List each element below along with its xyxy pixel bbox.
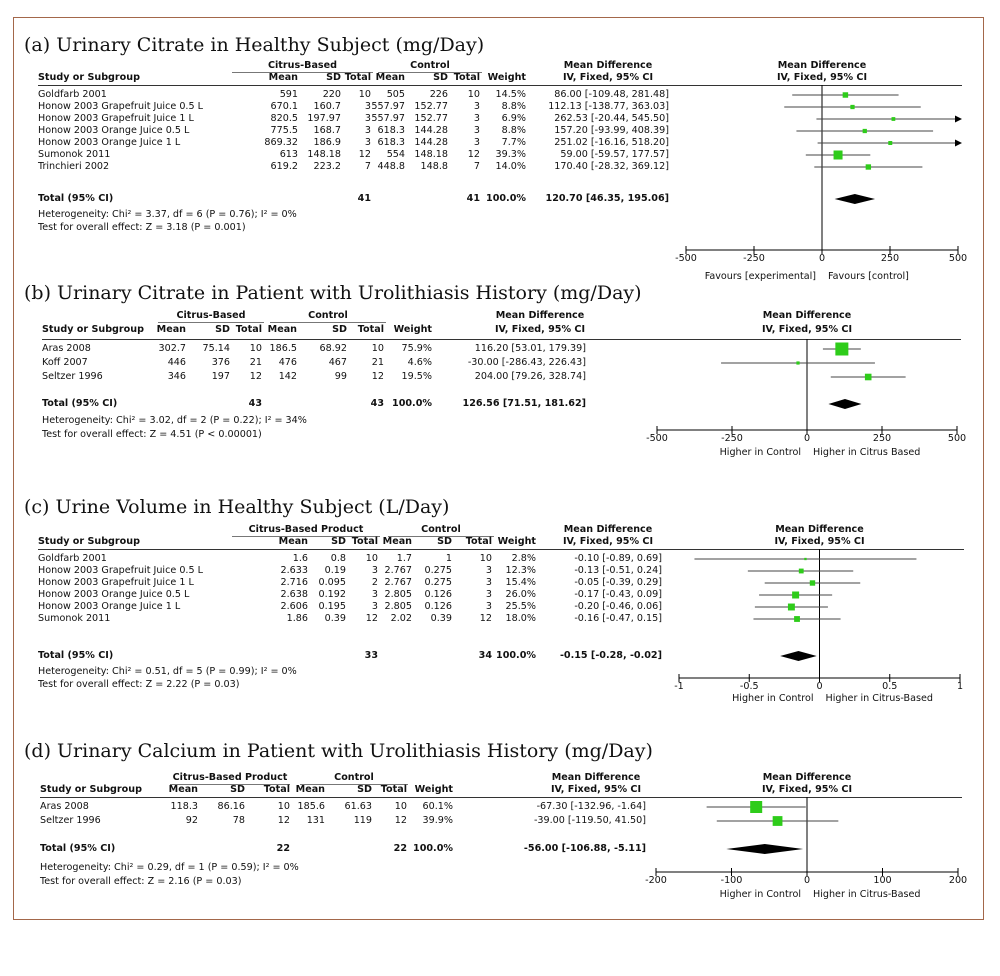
favours-left-label: Higher in Control: [720, 447, 801, 459]
forest-plot-svg: [0, 736, 1000, 976]
study-marker: [888, 141, 892, 145]
study-marker: [866, 164, 871, 169]
study-marker: [773, 816, 783, 826]
favours-right-label: Higher in Citrus Based: [813, 447, 920, 459]
x-tick-label: 500: [807, 433, 1000, 445]
study-marker: [799, 569, 804, 574]
study-marker: [788, 604, 795, 611]
forest-plot-svg: [0, 30, 1000, 270]
study-marker: [834, 151, 843, 160]
study-marker: [835, 343, 848, 356]
forest-panel-c: (c) Urine Volume in Healthy Subject (L/D…: [0, 492, 1000, 732]
forest-panel-a: (a) Urinary Citrate in Healthy Subject (…: [0, 30, 1000, 270]
study-marker: [892, 117, 896, 121]
pooled-diamond: [726, 844, 803, 854]
favours-right-label: Higher in Citrus-Based: [826, 693, 933, 705]
pooled-diamond: [828, 399, 861, 409]
x-tick-label: 500: [808, 253, 1000, 265]
study-marker: [865, 374, 872, 381]
study-marker: [804, 558, 806, 560]
study-marker: [750, 801, 762, 813]
favours-left-label: Higher in Control: [732, 693, 813, 705]
x-tick-label: 200: [808, 875, 1000, 887]
forest-panel-b: (b) Urinary Citrate in Patient with Urol…: [0, 278, 1000, 518]
ci-arrow: [955, 140, 962, 147]
study-marker: [796, 361, 799, 364]
study-marker: [794, 616, 800, 622]
study-marker: [850, 105, 854, 109]
favours-left-label: Higher in Control: [720, 889, 801, 901]
forest-plot-svg: [0, 278, 1000, 518]
x-tick-label: 1: [810, 681, 1000, 693]
pooled-diamond: [835, 194, 875, 204]
forest-panel-d: (d) Urinary Calcium in Patient with Urol…: [0, 736, 1000, 976]
study-marker: [810, 580, 815, 585]
favours-right-label: Higher in Citrus-Based: [813, 889, 920, 901]
study-marker: [863, 129, 867, 133]
study-marker: [843, 92, 848, 97]
study-marker: [792, 592, 799, 599]
ci-arrow: [955, 116, 962, 123]
pooled-diamond: [780, 651, 817, 661]
